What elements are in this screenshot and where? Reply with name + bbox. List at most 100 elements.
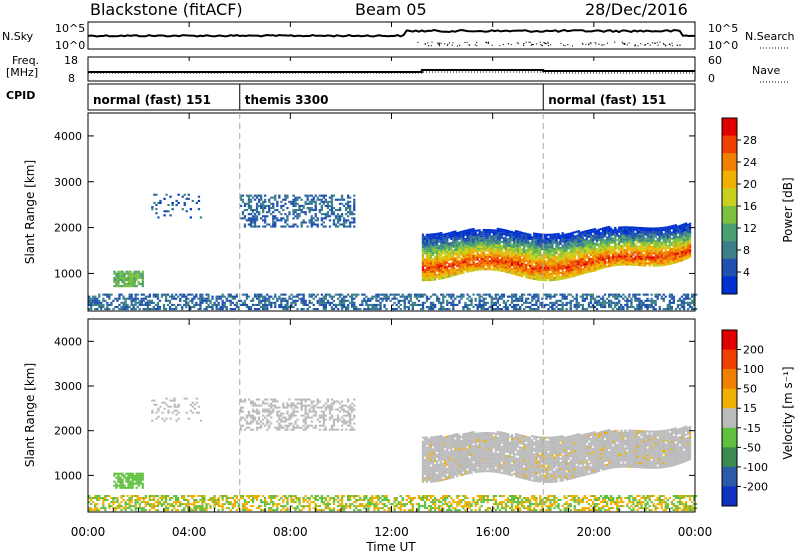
- range-gate-cell: [375, 293, 378, 296]
- range-gate-cell: [286, 299, 289, 302]
- nsearch-dot: [614, 41, 616, 43]
- range-gate-cell: [308, 219, 311, 222]
- range-gate-cell: [310, 301, 313, 304]
- range-gate-cell: [448, 232, 451, 235]
- range-gate-cell: [480, 235, 483, 238]
- range-gate-cell: [624, 232, 627, 235]
- range-gate-cell: [674, 253, 678, 256]
- range-gate-cell: [644, 254, 647, 257]
- range-gate-cell: [523, 234, 526, 237]
- range-gate-cell: [567, 265, 570, 268]
- range-gate-cell: [436, 247, 439, 250]
- range-gate-cell: [122, 499, 125, 501]
- range-gate-cell: [314, 295, 317, 298]
- range-gate-cell: [264, 225, 267, 228]
- range-gate-cell: [664, 261, 667, 264]
- range-gate-cell: [413, 301, 417, 304]
- range-gate-cell: [504, 233, 508, 236]
- range-gate-cell: [593, 265, 597, 268]
- range-gate-cell: [630, 251, 633, 254]
- range-gate-cell: [488, 239, 491, 242]
- range-gate-cell: [423, 258, 427, 261]
- range-gate-cell: [442, 262, 445, 265]
- range-gate-cell: [565, 237, 568, 240]
- range-gate-cell: [646, 256, 649, 259]
- range-gate-cell: [506, 295, 510, 298]
- range-gate-cell: [345, 202, 348, 205]
- range-gate-cell: [599, 263, 603, 266]
- range-gate-cell: [458, 243, 461, 246]
- range-gate-cell: [541, 243, 544, 246]
- range-gate-cell: [676, 258, 680, 261]
- range-gate-cell: [438, 257, 441, 260]
- range-gate-cell: [610, 260, 613, 263]
- range-gate-cell: [472, 244, 475, 247]
- range-gate-cell: [417, 303, 421, 306]
- range-gate-cell: [454, 238, 457, 241]
- range-gate-cell: [140, 507, 143, 510]
- range-gate-cell: [579, 256, 582, 259]
- range-gate-cell: [516, 265, 520, 268]
- range-gate-cell: [504, 229, 508, 232]
- range-gate-cell: [636, 228, 639, 231]
- range-gate-cell: [563, 238, 566, 241]
- range-gate-cell: [284, 293, 287, 296]
- range-gate-cell: [138, 299, 141, 302]
- range-gate-cell: [464, 256, 467, 259]
- range-gate-cell: [478, 247, 481, 250]
- range-gate-cell: [579, 254, 582, 257]
- range-gate-cell: [531, 275, 534, 278]
- range-gate-cell: [652, 256, 655, 259]
- range-gate-cell: [446, 265, 449, 268]
- range-gate-cell: [543, 277, 546, 280]
- range-gate-cell: [666, 246, 669, 249]
- range-gate-cell: [535, 263, 538, 266]
- range-gate-cell: [316, 196, 319, 199]
- range-gate-cell: [158, 308, 162, 311]
- range-gate-cell: [622, 232, 625, 235]
- range-gate-cell: [628, 299, 631, 302]
- range-gate-cell: [268, 211, 271, 214]
- range-gate-cell: [160, 497, 164, 499]
- range-gate-cell: [684, 224, 688, 227]
- range-gate-cell: [195, 301, 198, 304]
- range-gate-cell: [642, 249, 645, 252]
- range-gate-cell: [648, 303, 651, 306]
- range-gate-cell: [123, 283, 126, 286]
- range-gate-cell: [478, 229, 481, 232]
- range-gate-cell: [603, 226, 607, 229]
- range-gate-cell: [419, 303, 423, 306]
- range-gate-cell: [375, 306, 378, 309]
- range-gate-cell: [559, 253, 562, 256]
- nsearch-dot: [567, 44, 569, 46]
- range-gate-cell: [446, 261, 449, 264]
- range-gate-cell: [537, 272, 540, 275]
- range-gate-cell: [193, 503, 196, 506]
- range-gate-cell: [551, 270, 554, 273]
- range-gate-cell: [638, 306, 641, 309]
- range-gate-cell: [569, 232, 572, 235]
- range-gate-cell: [462, 232, 465, 235]
- range-gate-cell: [581, 239, 584, 242]
- range-gate-cell: [551, 301, 554, 304]
- range-gate-cell: [668, 303, 671, 306]
- range-gate-cell: [464, 269, 467, 272]
- range-gate-cell: [164, 497, 168, 499]
- range-gate-cell: [150, 308, 153, 311]
- range-gate-cell: [529, 308, 532, 311]
- range-gate-cell: [185, 297, 188, 300]
- range-gate-cell: [630, 238, 633, 241]
- cpid-segments: normal (fast) 151 themis 3300 normal (fast…: [93, 84, 666, 110]
- range-gate-cell: [642, 303, 645, 306]
- range-gate-cell: [632, 263, 635, 266]
- freq-unit: [MHz]: [6, 66, 38, 79]
- range-gate-cell: [126, 503, 129, 506]
- range-gate-cell: [286, 194, 289, 197]
- range-gate-cell: [158, 299, 162, 302]
- range-gate-cell: [656, 237, 659, 240]
- range-gate-cell: [539, 260, 542, 263]
- range-gate-cell: [215, 306, 218, 309]
- range-gate-cell: [450, 301, 453, 304]
- range-gate-cell: [158, 501, 162, 504]
